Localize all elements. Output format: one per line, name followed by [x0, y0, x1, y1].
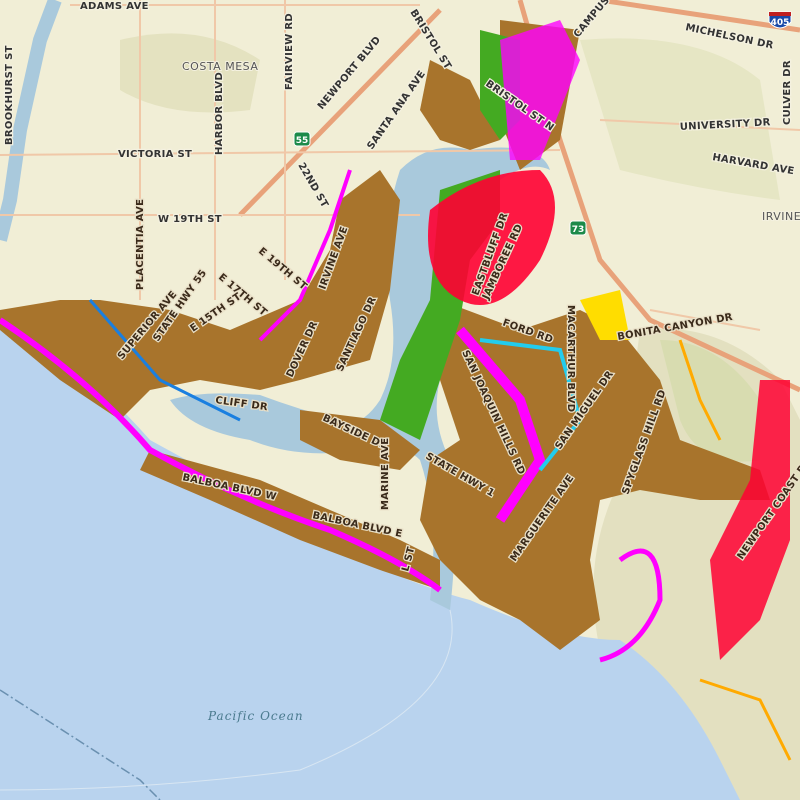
svg-text:73: 73 — [572, 225, 585, 235]
arterial-roads — [0, 0, 800, 331]
svg-text:405: 405 — [771, 18, 790, 28]
state-route-55-shield: 55 — [293, 131, 311, 147]
street-label-marine-ave: MARINE AVE — [380, 438, 391, 510]
place-label-irvine: IRVINE — [762, 210, 800, 223]
street-label-w-19th-st: W 19TH ST — [158, 214, 222, 225]
santa-ana-river — [0, 0, 62, 242]
street-label-harbor-blvd: HARBOR BLVD — [214, 72, 225, 155]
place-label-costa-mesa: COSTA MESA — [182, 60, 258, 73]
boundary-line — [0, 689, 161, 800]
street-label-culver-dr: CULVER DR — [782, 60, 793, 125]
highlight-layer — [0, 20, 792, 761]
interstate-405-shield: 405 — [768, 11, 792, 29]
ocean-label: Pacific Ocean — [207, 709, 304, 723]
street-label-brookhurst-st: BROOKHURST ST — [4, 45, 15, 145]
svg-text:55: 55 — [296, 136, 309, 146]
street-label-victoria-st: VICTORIA ST — [118, 149, 192, 160]
street-label-adams-ave: ADAMS AVE — [80, 1, 149, 12]
street-label-macarthur-blvd: MACARTHUR BLVD — [565, 305, 576, 412]
street-label-fairview-rd: FAIRVIEW RD — [284, 13, 295, 90]
street-label-placentia-ave: PLACENTIA AVE — [135, 199, 146, 290]
channel-line — [0, 609, 453, 791]
ocean — [0, 320, 740, 800]
state-route-73-shield: 73 — [569, 220, 587, 236]
